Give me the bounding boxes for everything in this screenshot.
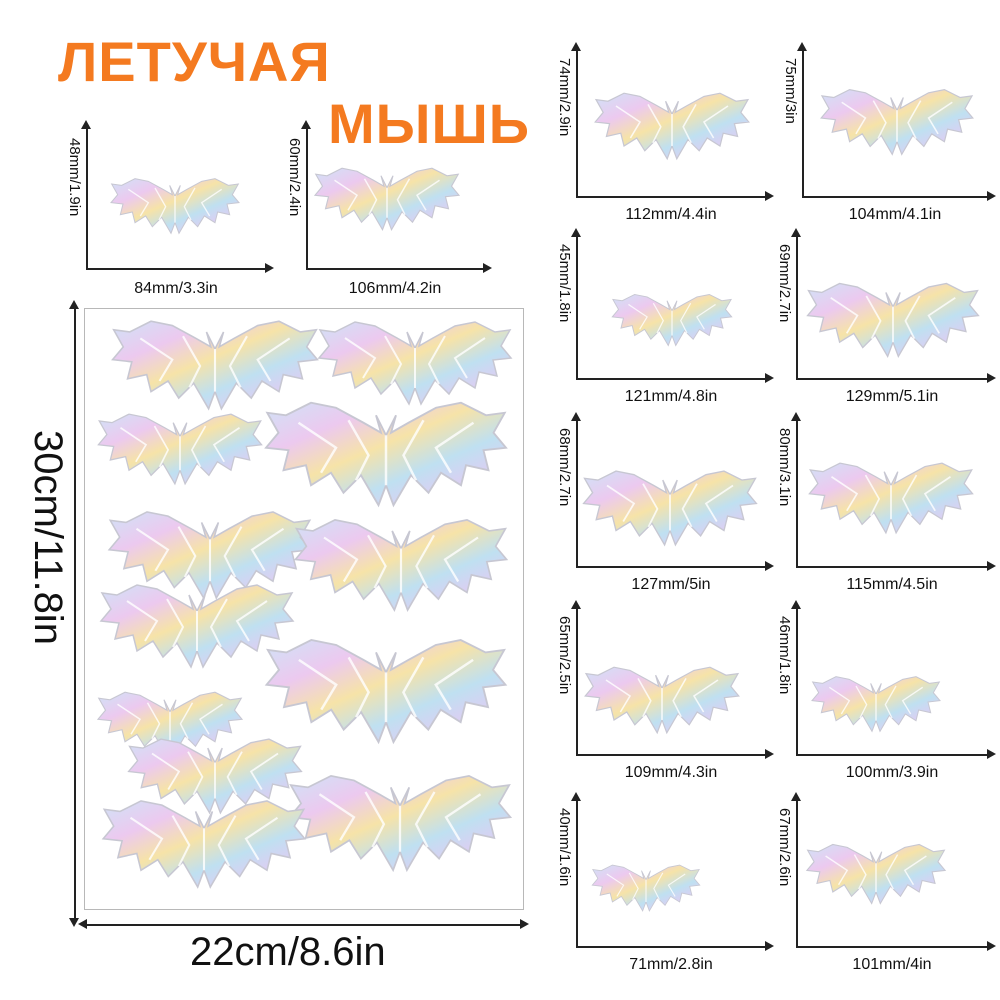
bat-sticker-image: [590, 860, 702, 916]
bat-sticker-image: [818, 72, 976, 172]
sticker-width-label: 127mm/5in: [631, 576, 711, 593]
sticker-height-label: 46mm/1.8in: [776, 616, 793, 695]
sticker-height-label: 60mm/2.4in: [286, 138, 303, 217]
bat-sticker-image: [586, 292, 758, 348]
bat-sticker-image: [312, 164, 462, 234]
sticker-width-label: 121mm/4.8in: [624, 388, 718, 405]
sticker-height-label: 80mm/3.1in: [776, 428, 793, 507]
bat-sticker-image: [95, 401, 265, 497]
sheet-width-label: 22cm/8.6in: [190, 930, 386, 974]
bat-sticker-image: [99, 795, 309, 893]
bat-sticker-image: [580, 460, 760, 556]
sticker-width-label: 100mm/3.9in: [845, 764, 939, 781]
sticker-height-label: 69mm/2.7in: [776, 244, 793, 323]
title-line-2: МЫШЬ: [328, 92, 530, 155]
sticker-width-label: 101mm/4in: [852, 956, 932, 973]
bat-sticker-image: [582, 656, 742, 744]
sticker-width-label: 104mm/4.1in: [848, 206, 942, 223]
sticker-height-label: 65mm/2.5in: [556, 616, 573, 695]
sticker-width-label: 129mm/5.1in: [845, 388, 939, 405]
bat-sticker-image: [291, 505, 511, 625]
bat-sticker-image: [100, 176, 250, 236]
sticker-height-label: 75mm/3in: [782, 58, 799, 124]
sheet-height-label: 30cm/11.8in: [26, 430, 70, 645]
bat-sticker-image: [592, 86, 752, 166]
sticker-width-label: 106mm/4.2in: [348, 280, 442, 297]
title-line-1: ЛЕТУЧАЯ: [58, 30, 331, 93]
bat-sticker-image: [285, 749, 515, 897]
bat-sticker-image: [804, 272, 982, 368]
sticker-height-label: 67mm/2.6in: [776, 808, 793, 887]
sticker-width-label: 115mm/4.5in: [846, 576, 938, 593]
sticker-height-label: 48mm/1.9in: [66, 138, 83, 217]
bat-sticker-image: [804, 826, 948, 922]
sticker-height-label: 74mm/2.9in: [556, 58, 573, 137]
sheet-area: [84, 308, 524, 910]
sticker-width-label: 109mm/4.3in: [624, 764, 718, 781]
sticker-width-label: 84mm/3.3in: [134, 280, 218, 297]
sticker-height-label: 68mm/2.7in: [556, 428, 573, 507]
bat-sticker-image: [804, 674, 948, 734]
sticker-height-label: 45mm/1.8in: [556, 244, 573, 323]
bat-sticker-image: [806, 440, 976, 556]
sticker-height-label: 40mm/1.6in: [556, 808, 573, 887]
sticker-width-label: 112mm/4.4in: [625, 206, 717, 223]
sticker-width-label: 71mm/2.8in: [629, 956, 713, 973]
